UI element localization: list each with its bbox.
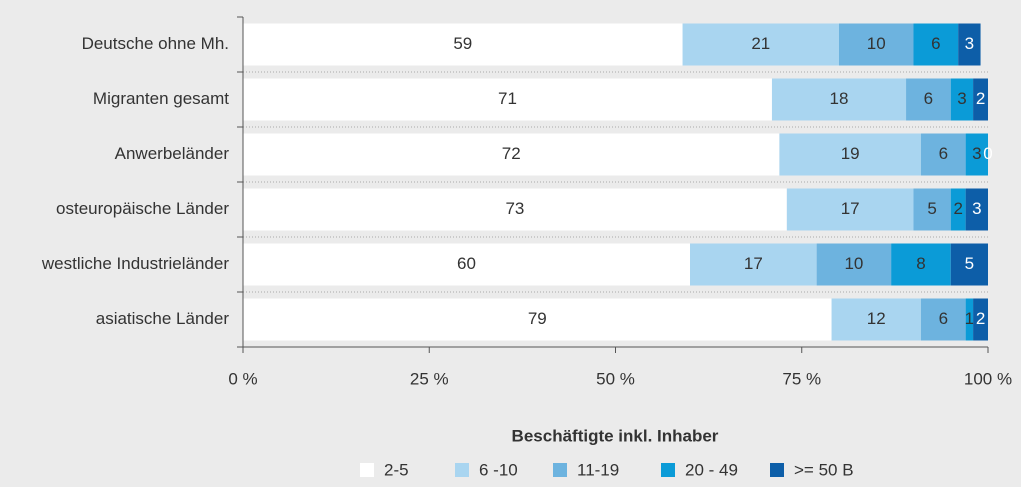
value-label: 8 (916, 254, 925, 273)
value-label: 6 (924, 89, 933, 108)
bar-segment (973, 78, 988, 121)
legend-label: 6 -10 (479, 460, 518, 479)
bar-segment (839, 23, 914, 66)
bar-segment (973, 298, 988, 341)
legend-label: 11-19 (577, 460, 619, 479)
bar-segment (950, 188, 966, 231)
value-label: 18 (830, 89, 849, 108)
value-label: 0 (983, 144, 992, 163)
value-label: 6 (931, 34, 940, 53)
x-tick-label: 50 % (596, 369, 635, 388)
y-tick-label: osteuropäische Länder (56, 199, 229, 218)
bar-segment (906, 78, 951, 121)
x-tick-label: 100 % (964, 369, 1012, 388)
legend-title: Beschäftigte inkl. Inhaber (512, 426, 719, 445)
bar-segment (965, 133, 988, 176)
value-label: 2 (976, 89, 985, 108)
value-label: 3 (957, 89, 966, 108)
value-label: 3 (965, 34, 974, 53)
bar-segment (779, 133, 921, 176)
bar-segment (891, 243, 951, 286)
bar-segment (920, 133, 966, 176)
value-label: 3 (972, 199, 981, 218)
x-tick-label: 25 % (410, 369, 449, 388)
x-tick-label: 0 % (228, 369, 257, 388)
value-label: 71 (498, 89, 517, 108)
value-label: 3 (972, 144, 981, 163)
bar-segment (243, 78, 772, 121)
legend-swatch (360, 463, 374, 477)
bar-segment (950, 243, 988, 286)
bar-segment (920, 298, 966, 341)
bar-segment (243, 188, 787, 231)
bar-segment (786, 188, 914, 231)
bar-segment (243, 133, 780, 176)
value-label: 19 (841, 144, 860, 163)
bar-segment (950, 78, 974, 121)
y-tick-label: Anwerbeländer (115, 144, 230, 163)
bar-segment (682, 23, 839, 66)
bar-segment (958, 23, 981, 66)
y-tick-label: Migranten gesamt (93, 89, 229, 108)
value-label: 6 (939, 144, 948, 163)
legend-label: 2-5 (384, 460, 409, 479)
value-label: 10 (844, 254, 863, 273)
bar-segment (243, 23, 683, 66)
value-label: 72 (502, 144, 521, 163)
bar-segment (913, 23, 959, 66)
bar-segment (243, 298, 832, 341)
value-label: 12 (867, 309, 886, 328)
value-label: 2 (953, 199, 962, 218)
y-tick-label: asiatische Länder (96, 309, 230, 328)
value-label: 60 (457, 254, 476, 273)
bar-segment (690, 243, 817, 286)
bar-segment (965, 298, 974, 341)
y-tick-label: Deutsche ohne Mh. (82, 34, 229, 53)
bar-segment (243, 243, 690, 286)
bar-segment (816, 243, 892, 286)
x-tick-label: 75 % (782, 369, 821, 388)
value-label: 59 (453, 34, 472, 53)
value-label: 17 (744, 254, 763, 273)
value-label: 10 (867, 34, 886, 53)
bar-segment (965, 188, 988, 231)
legend-swatch (455, 463, 469, 477)
y-tick-label: westliche Industrieländer (41, 254, 229, 273)
value-label: 5 (965, 254, 974, 273)
legend-label: >= 50 B (794, 460, 854, 479)
legend-swatch (553, 463, 567, 477)
value-label: 17 (841, 199, 860, 218)
legend-label: 20 - 49 (685, 460, 738, 479)
bar-segment (771, 78, 907, 121)
value-label: 73 (505, 199, 524, 218)
value-label: 6 (939, 309, 948, 328)
bar-segment (831, 298, 921, 341)
value-label: 21 (751, 34, 770, 53)
value-label: 2 (976, 309, 985, 328)
bar-segment (913, 188, 951, 231)
legend-swatch (770, 463, 784, 477)
value-label: 1 (965, 309, 974, 328)
legend-swatch (661, 463, 675, 477)
value-label: 79 (528, 309, 547, 328)
value-label: 5 (927, 199, 936, 218)
